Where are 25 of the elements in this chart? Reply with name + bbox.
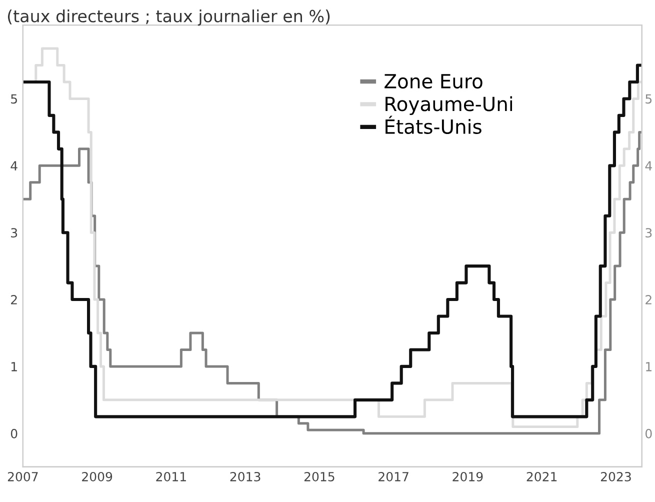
legend-label: Zone Euro (384, 74, 482, 89)
x-tick-label: 2011 (156, 472, 186, 482)
x-tick-label: 2023 (600, 472, 631, 482)
x-tick-label: 2015 (304, 472, 334, 482)
y2-tick-label: 4 (645, 161, 652, 170)
x-tick-label: 2017 (378, 472, 408, 482)
y-tick-label: 1 (11, 362, 17, 372)
x-tick-label: 2013 (230, 472, 260, 482)
chart-title: (taux directeurs ; taux journalier en %) (8, 10, 330, 26)
x-tick-label: 2021 (526, 472, 557, 482)
y2-tick-label: 3 (646, 228, 652, 238)
x-tick-label: 2009 (82, 472, 112, 482)
y-tick-label: 2 (11, 295, 17, 304)
y2-tick-label: 0 (646, 428, 652, 438)
x-tick-label: 2007 (8, 472, 38, 482)
legend-label: États-Unis (386, 116, 482, 134)
y-tick-label: 3 (11, 228, 18, 238)
y2-tick-label: 2 (646, 295, 652, 304)
y2-tick-label: 5 (646, 94, 652, 104)
y-tick-label: 0 (10, 428, 18, 438)
x-tick-label: 2019 (452, 472, 483, 482)
y-tick-label: 5 (11, 94, 17, 104)
legend-label: Royaume-Uni (386, 96, 512, 116)
y-tick-label: 4 (10, 161, 18, 170)
y2-tick-label: 1 (646, 362, 652, 372)
